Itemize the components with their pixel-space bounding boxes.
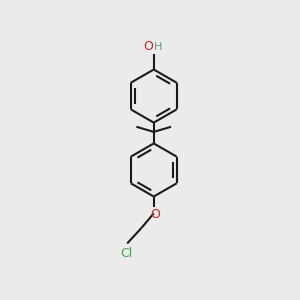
Text: O: O [143, 40, 153, 53]
Text: O: O [150, 208, 160, 221]
Text: H: H [154, 42, 163, 52]
Text: Cl: Cl [120, 247, 132, 260]
